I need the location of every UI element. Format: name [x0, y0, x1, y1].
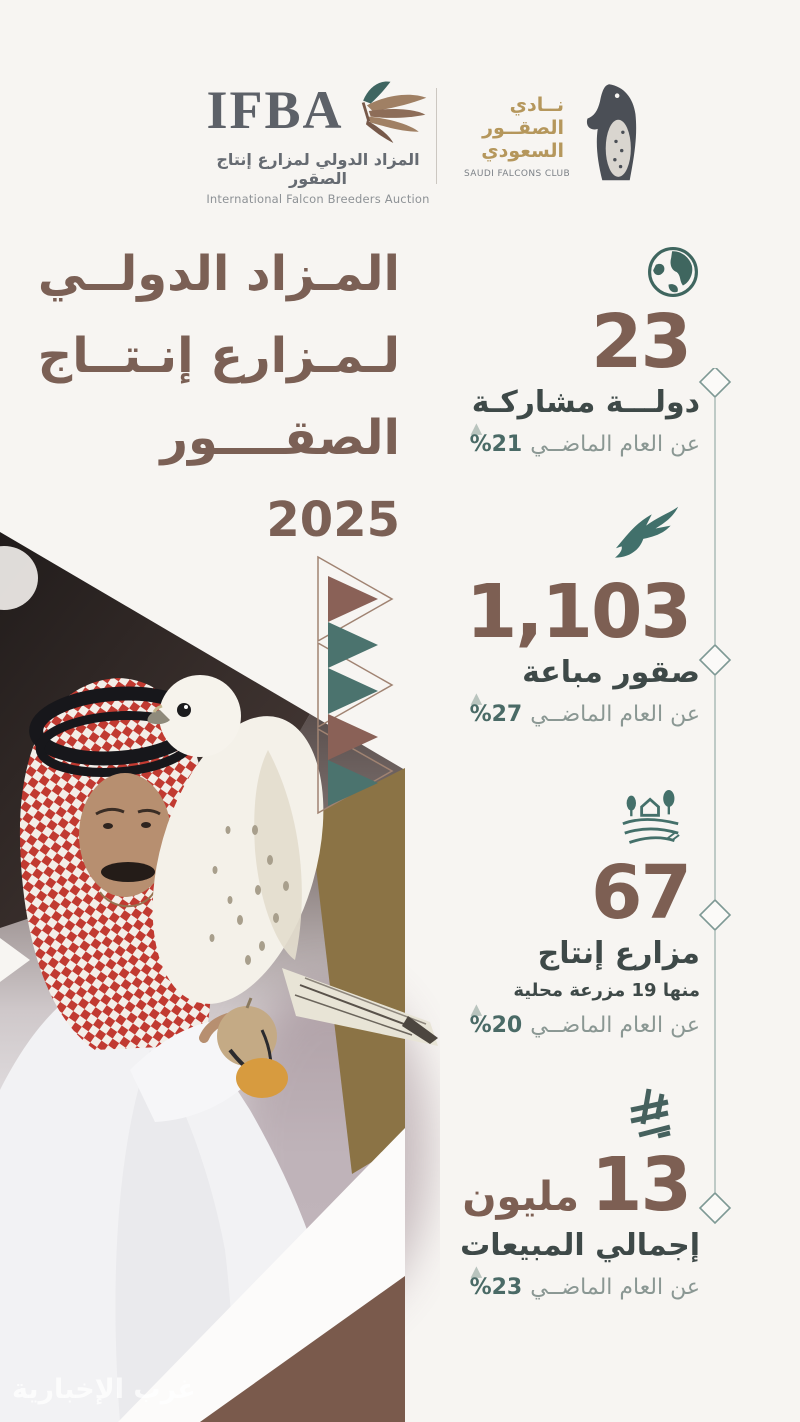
- stat-value: 1,103: [465, 569, 692, 655]
- sfc-name-english: SAUDI FALCONS CLUB: [464, 168, 571, 179]
- teal-triangle: [328, 760, 378, 806]
- falconer-mustache: [101, 862, 155, 882]
- falcon-eye: [177, 703, 191, 717]
- saudi-falcons-club-logo: نــادي الصقــور السعودي SAUDI FALCONS CL…: [464, 78, 648, 190]
- timeline-connector: [698, 368, 732, 1225]
- up-triangle-icon: ▲: [470, 1000, 483, 1019]
- globe-icon: [648, 247, 698, 297]
- farm-icon: [622, 790, 680, 844]
- stat-value: 23: [591, 299, 692, 385]
- mauve-triangle: [328, 576, 378, 622]
- sfc-name-line3: السعودي: [481, 140, 564, 163]
- stat-value: 13: [591, 1142, 692, 1228]
- timeline-diamond-4: [698, 1191, 732, 1225]
- stat-change-row: ▲ %23 عن العام الماضــي: [469, 1262, 700, 1301]
- stat-total-sales: 13 مليون إجمالي المبيعات ▲ %23 عن العام ا…: [400, 1086, 700, 1300]
- stat-change-label: عن العام الماضــي: [530, 702, 700, 728]
- brown-corner-triangle: [200, 1276, 405, 1422]
- stat-change-row: ▲ %27 عن العام الماضــي: [469, 689, 700, 728]
- up-triangle-icon: ▲: [470, 1262, 483, 1281]
- stat-change-label: عن العام الماضــي: [530, 1275, 700, 1301]
- watermark: غرب الإخبارية: [12, 1374, 196, 1405]
- sfc-name-line2: الصقــور: [482, 117, 564, 140]
- stat-change-row: ▲ %21 عن العام الماضــي: [469, 419, 700, 458]
- triangle-zigzag-decoration: [317, 555, 394, 815]
- stat-value: 67: [591, 850, 692, 936]
- page-title: المـزاد الدولــي لـمـزارع إنـتــاج الصقـ…: [20, 233, 400, 561]
- stat-change: ▲ %23: [469, 1262, 523, 1301]
- stat-falcons-sold: 1,103 صقور مباعة ▲ %27 عن العام الماضــي: [400, 503, 700, 727]
- stat-change-label: عن العام الماضــي: [530, 1013, 700, 1039]
- stat-change-label: عن العام الماضــي: [530, 432, 700, 458]
- falcon-icon: [615, 506, 679, 558]
- logo-divider: [436, 88, 437, 184]
- up-triangle-icon: ▲: [470, 419, 483, 438]
- falcon-beak: [147, 710, 170, 725]
- stat-countries: 23 دولـــة مشاركـة ▲ %21 عن العام الماضــ…: [400, 245, 700, 457]
- ifba-tagline-english: International Falcon Breeders Auction: [206, 192, 430, 206]
- stat-label: إجمالي المبيعات: [460, 1228, 700, 1264]
- stat-production-farms: 67 مزارع إنتاج منها 19 مزرعة محلية ▲ %20 …: [400, 790, 700, 1038]
- ifba-tagline-arabic: المزاد الدولي لمزارع إنتاج الصقور: [216, 150, 420, 188]
- stat-change-row: ▲ %20 عن العام الماضــي: [469, 1000, 700, 1039]
- timeline-diamond-2: [698, 643, 732, 677]
- stat-value-row: 13 مليون: [462, 1142, 692, 1228]
- sfc-name-line1: نــادي: [509, 94, 564, 116]
- white-falcon: [147, 675, 438, 1046]
- falcon-wing-icon: [361, 81, 426, 144]
- title-line-2: لـمـزارع إنـتــاج: [37, 328, 400, 384]
- sfc-falcon-icon: [586, 84, 637, 181]
- white-diagonal-band: [118, 1128, 405, 1422]
- timeline-diamond-1: [698, 368, 732, 399]
- falconer-photo: [0, 532, 438, 1422]
- up-triangle-icon: ▲: [470, 689, 483, 708]
- ifba-logo: IFBA المزاد الدولي لمزارع إنتاج الصقور I…: [196, 80, 440, 206]
- stat-label: دولـــة مشاركـة: [471, 385, 700, 421]
- stat-change: ▲ %20: [469, 1000, 523, 1039]
- stat-note: منها 19 مزرعة محلية: [513, 980, 700, 1002]
- stat-change: ▲ %21: [469, 419, 523, 458]
- teal-triangle: [328, 622, 378, 668]
- stat-unit: مليون: [462, 1174, 580, 1220]
- riyal-icon: [630, 1088, 671, 1139]
- ifba-logo-row: IFBA: [196, 80, 440, 148]
- khaki-triangle: [310, 768, 405, 1174]
- title-line-1: المـزاد الدولــي: [37, 246, 400, 302]
- title-line-3: الصقــــور 2025: [160, 410, 400, 548]
- stat-change: ▲ %27: [469, 689, 523, 728]
- ifba-acronym: IFBA: [206, 80, 344, 140]
- timeline-diamond-3: [698, 898, 732, 932]
- stat-label: مزارع إنتاج: [537, 936, 700, 972]
- falconry-glove: [236, 1058, 288, 1098]
- falcon-hood: [217, 1006, 277, 1066]
- mauve-triangle: [328, 714, 378, 760]
- teal-triangle: [328, 668, 378, 714]
- sfc-text-block: نــادي الصقــور السعودي SAUDI FALCONS CL…: [464, 78, 571, 179]
- stat-label: صقور مباعة: [522, 655, 700, 691]
